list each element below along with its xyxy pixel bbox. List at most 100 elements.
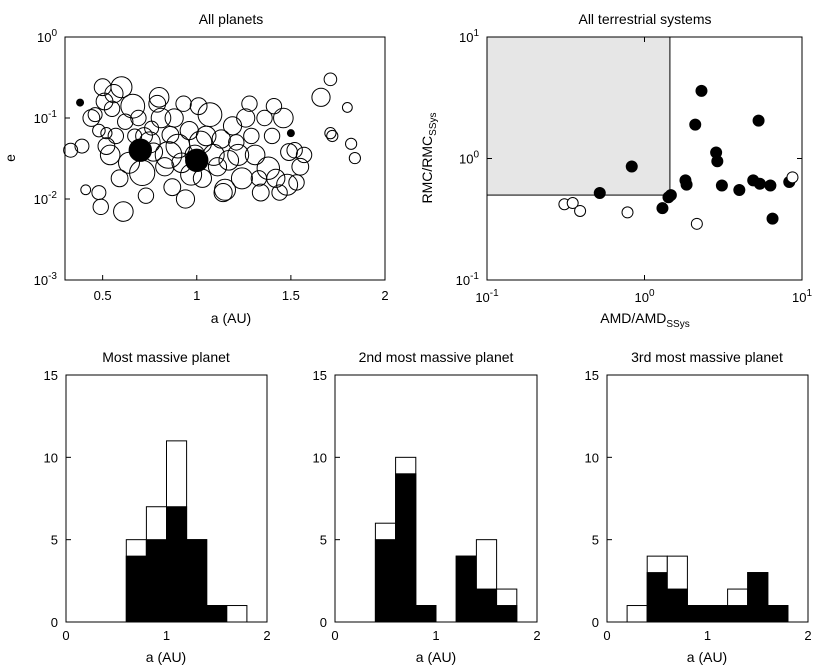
p2-point	[695, 84, 708, 97]
p1-point	[295, 146, 313, 164]
h1-bar-filled	[166, 506, 188, 623]
p1-point	[161, 125, 180, 144]
p1-point	[243, 127, 260, 145]
h3-bar-filled	[727, 605, 749, 623]
p1-point	[143, 142, 164, 162]
p1-point	[130, 109, 147, 127]
h3-ytick-label: 15	[585, 368, 599, 383]
h3-bar-filled	[666, 588, 688, 623]
p1-point	[324, 127, 337, 140]
p1-ytick-label-exp: -3	[48, 271, 57, 282]
p1-point	[129, 159, 156, 187]
p1-xtick-label: 1.5	[282, 288, 300, 303]
h3-ytick-label: 10	[585, 450, 599, 465]
h2-ytick-label: 5	[320, 533, 327, 548]
p1-point	[244, 144, 266, 166]
h3-xtick-label: 1	[704, 628, 711, 643]
p2-point	[690, 217, 703, 230]
p2-point	[593, 187, 606, 200]
p1-title: All planets	[199, 11, 264, 27]
p1-point	[103, 100, 121, 117]
p1-point	[175, 189, 196, 209]
p2-ylabel-main: RMC/RMC	[419, 136, 435, 204]
p2-marks	[558, 84, 799, 230]
h2-marks	[374, 456, 518, 623]
p1-point	[222, 116, 243, 136]
p1-point	[175, 95, 192, 112]
p1-point	[63, 142, 79, 158]
p2-ytick-label: 10-1	[456, 271, 480, 288]
h1-bar-total	[226, 605, 248, 623]
panel-terrestrial-systems: All terrestrial systems 10-1 100 101101100…	[419, 11, 812, 330]
p2-ytick-label: 101	[459, 28, 479, 45]
p1-point	[155, 157, 175, 177]
h2-xtick-label: 2	[533, 628, 540, 643]
h2-xtick-label: 1	[432, 628, 439, 643]
h2-bar-filled	[415, 605, 437, 623]
p1-point	[348, 151, 361, 165]
h2-xtick-label: 0	[331, 628, 338, 643]
p2-xtick-label-base: 10	[792, 290, 806, 305]
h3-marks	[626, 555, 789, 623]
p1-point	[256, 156, 280, 180]
h2-axes-box	[334, 374, 538, 623]
p2-xlabel-sub: SSys	[666, 319, 689, 330]
p1-point	[148, 94, 167, 113]
p2-shaded-region	[486, 36, 671, 196]
p2-point	[664, 189, 677, 202]
p1-point	[228, 134, 245, 151]
p1-point	[263, 127, 281, 145]
p2-ytick-label: 100	[459, 150, 479, 167]
p1-point	[110, 76, 133, 99]
panel-most-massive: Most massive planet 0 1 2 0 5 10 15 a (AU)	[44, 349, 271, 665]
p1-point	[251, 183, 270, 202]
p2-ylabel-sub: SSys	[428, 113, 439, 136]
p1-ytick-label-base: 10	[34, 273, 48, 288]
p1-point	[192, 168, 213, 188]
p2-point	[574, 204, 587, 217]
p2-point	[621, 206, 634, 219]
p1-ytick-label-base: 10	[37, 30, 51, 45]
p1-point	[326, 129, 339, 143]
p1-point	[137, 187, 155, 204]
h1-ytick-label: 5	[51, 533, 58, 548]
p1-point	[236, 108, 256, 128]
panel-3rd-most-massive: 3rd most massive planet 0 1 2 0 5 10 15 a (AU)	[585, 349, 812, 665]
h3-ytick-label: 5	[592, 533, 599, 548]
p1-point	[82, 109, 101, 127]
p1-point	[92, 198, 109, 216]
p2-xtick-label: 10-1	[475, 288, 499, 305]
p1-ytick-label: 10-1	[34, 109, 58, 126]
p1-point	[241, 95, 258, 112]
h1-ytick-label: 0	[51, 615, 58, 630]
h1-marks	[125, 440, 248, 623]
p2-xtick-label-exp: -1	[490, 288, 499, 299]
p2-point	[566, 197, 579, 210]
h2-bar-filled	[374, 539, 397, 623]
p1-point	[211, 129, 231, 149]
h3-xtick-label: 2	[804, 628, 811, 643]
p1-point	[214, 178, 236, 201]
h1-bar-filled	[125, 555, 147, 623]
p2-point	[753, 177, 766, 190]
p1-point	[150, 107, 172, 129]
p2-point	[752, 114, 765, 127]
p1-point	[163, 178, 182, 197]
p1-point	[265, 97, 283, 115]
h2-title: 2nd most massive planet	[359, 349, 514, 365]
h3-xlabel: a (AU)	[687, 649, 727, 665]
p1-point	[104, 84, 124, 104]
p1-point	[291, 157, 310, 176]
p1-point	[266, 168, 286, 188]
p1-point	[91, 185, 107, 201]
h2-xlabel: a (AU)	[416, 649, 456, 665]
h3-ytick-label: 0	[592, 615, 599, 630]
p1-point	[128, 138, 152, 162]
p1-axes-box	[64, 36, 386, 281]
p2-xtick-label: 100	[634, 288, 654, 305]
h1-xtick-label: 0	[62, 628, 69, 643]
h1-ticks: 0 1 2 0 5 10 15	[44, 368, 271, 643]
p2-point	[786, 171, 799, 184]
p1-point	[138, 131, 161, 154]
